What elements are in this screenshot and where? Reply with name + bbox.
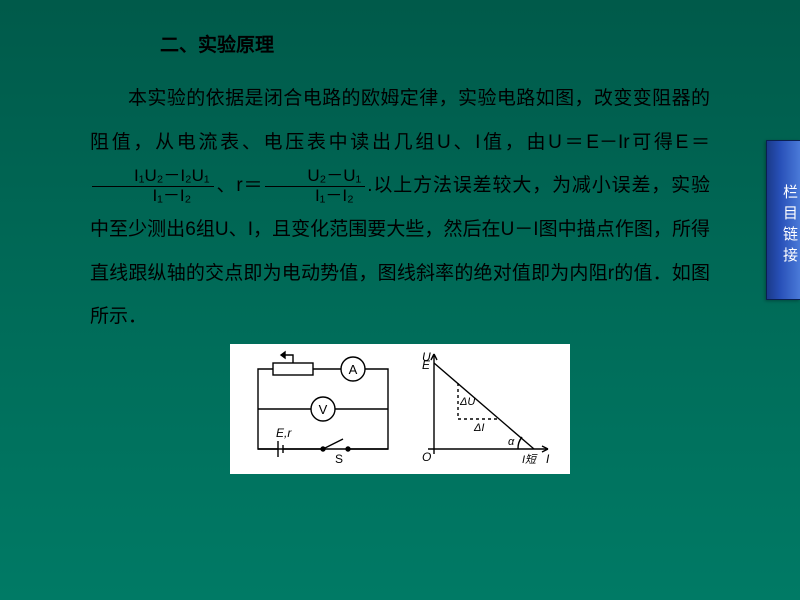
x-intercept-label: I短 xyxy=(522,453,538,466)
x-axis-label: I xyxy=(546,452,550,466)
fraction-e-num: I₁U₂－I₂U₁ xyxy=(92,167,214,187)
body-paragraph: 本实验的依据是闭合电路的欧姆定律，实验电路如图，改变变阻器的阻值，从电流表、电压… xyxy=(90,77,710,339)
section-heading: 二、实验原理 xyxy=(160,30,710,57)
fraction-r: U₂－U₁I₁－I₂ xyxy=(265,167,365,205)
delta-u-label: ΔU xyxy=(459,396,475,408)
fraction-e: I₁U₂－I₂U₁I₁－I₂ xyxy=(92,167,214,205)
emf-label: E,r xyxy=(276,426,292,440)
fraction-r-den: I₁－I₂ xyxy=(265,187,365,206)
figure-container: A V E,r S xyxy=(230,344,570,474)
text-run-1: 本实验的依据是闭合电路的欧姆定律，实验电路如图，改变变阻器的阻值，从电流表、电压… xyxy=(90,88,710,153)
fraction-e-den: I₁－I₂ xyxy=(92,187,214,206)
ammeter-label: A xyxy=(348,362,357,377)
fraction-r-num: U₂－U₁ xyxy=(265,167,365,187)
origin-label: O xyxy=(422,450,431,464)
circuit-diagram: A V E,r S xyxy=(243,349,403,469)
text-run-2: 、r＝ xyxy=(216,175,264,196)
switch-label: S xyxy=(335,452,343,466)
side-tab-link[interactable]: 栏目链接 xyxy=(766,140,800,300)
voltmeter-label: V xyxy=(318,402,327,417)
ui-graph: U E O I I短 ΔU ΔI α xyxy=(418,349,558,469)
y-intercept-label: E xyxy=(422,358,431,372)
angle-label: α xyxy=(508,436,515,448)
delta-i-label: ΔI xyxy=(473,422,484,434)
